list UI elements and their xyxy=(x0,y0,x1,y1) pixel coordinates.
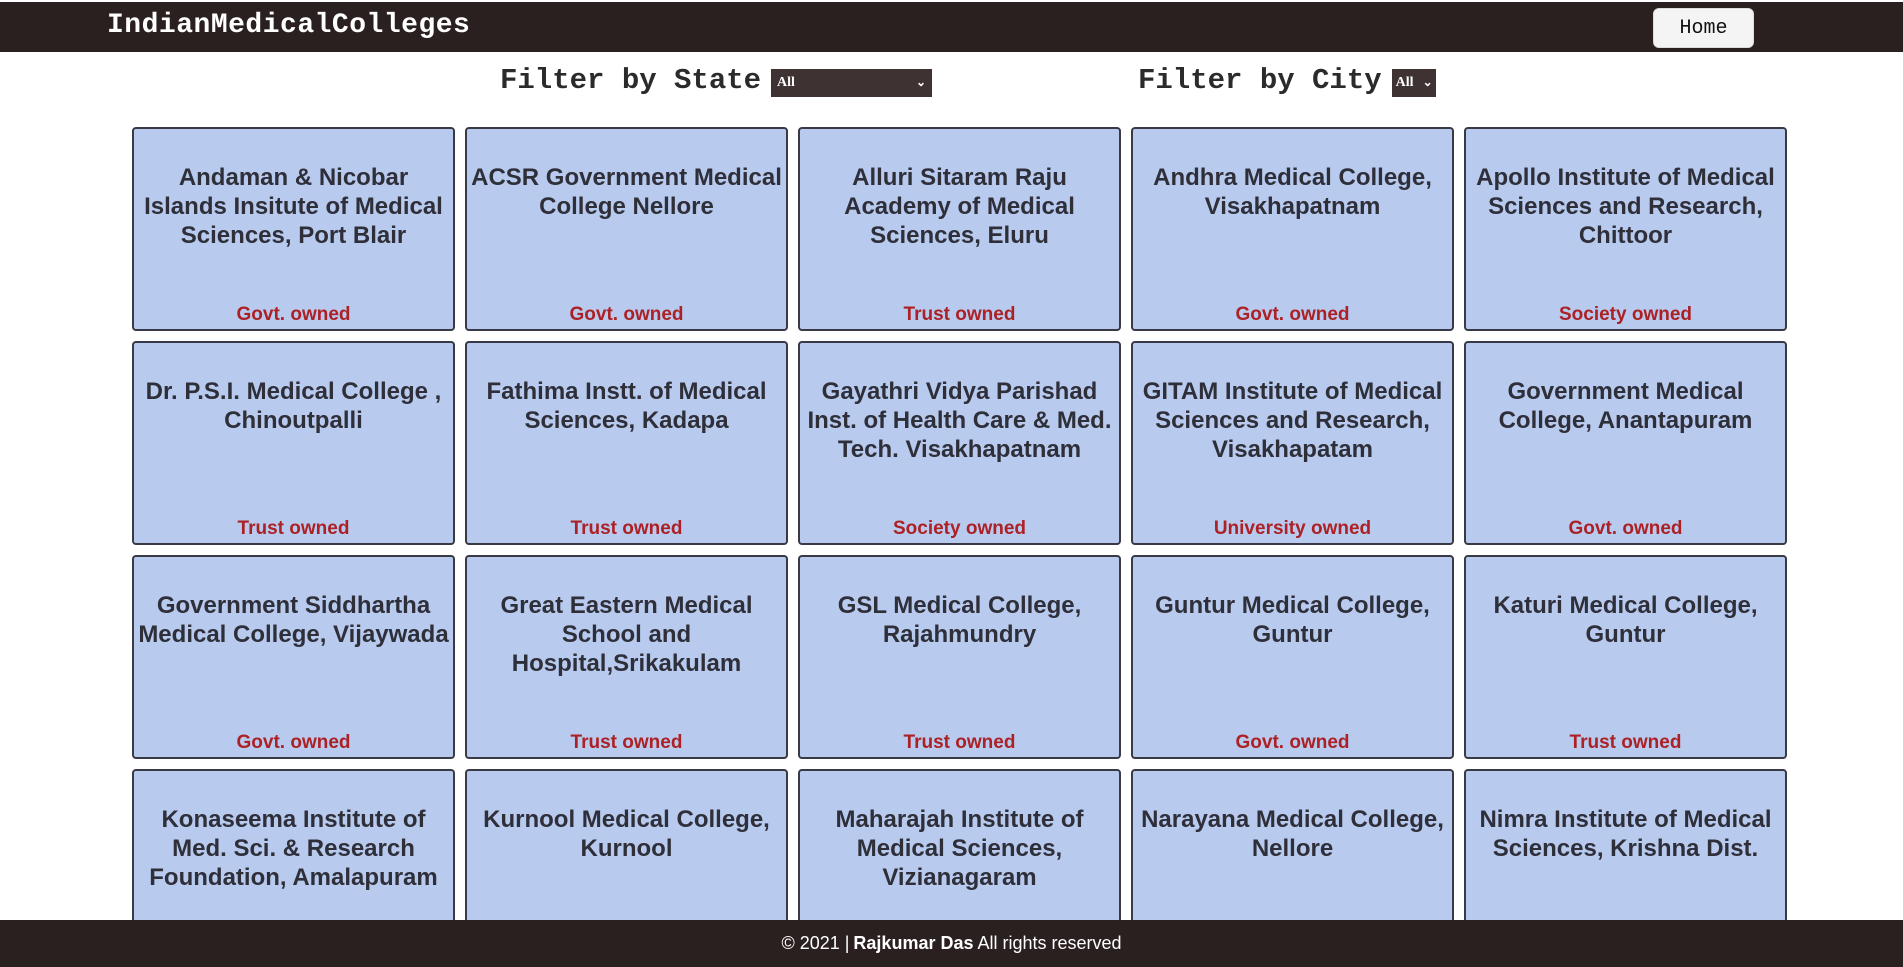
college-card[interactable]: Dr. P.S.I. Medical College , Chinoutpall… xyxy=(132,341,455,545)
footer-author: Rajkumar Das xyxy=(853,933,974,953)
footer-copyright: © 2021 | xyxy=(781,933,850,953)
college-card[interactable]: ACSR Government Medical College Nellore … xyxy=(465,127,788,331)
college-name: Fathima Instt. of Medical Sciences, Kada… xyxy=(486,378,767,434)
college-card[interactable]: Andhra Medical College, Visakhapatnam Go… xyxy=(1131,127,1454,331)
college-name: GSL Medical College, Rajahmundry xyxy=(837,592,1082,648)
ownership-label: Trust owned xyxy=(1569,732,1682,753)
college-name: Government Siddhartha Medical College, V… xyxy=(138,592,449,648)
college-card[interactable]: Gayathri Vidya Parishad Inst. of Health … xyxy=(798,341,1121,545)
chevron-down-icon: ⌄ xyxy=(1422,75,1433,89)
city-filter-label: Filter by City xyxy=(1138,64,1382,97)
college-name: Katuri Medical College, Guntur xyxy=(1493,592,1758,648)
college-card[interactable]: GITAM Institute of Medical Sciences and … xyxy=(1131,341,1454,545)
ownership-label: Govt. owned xyxy=(1568,518,1683,539)
college-card[interactable]: Katuri Medical College, Guntur Trust own… xyxy=(1464,555,1787,759)
brand-logo[interactable]: IndianMedicalColleges xyxy=(107,10,471,41)
state-filter: Filter by State All ⌄ xyxy=(500,64,933,97)
college-card[interactable]: Great Eastern Medical School and Hospita… xyxy=(465,555,788,759)
ownership-label: Govt. owned xyxy=(236,304,351,325)
college-name: Nimra Institute of Medical Sciences, Kri… xyxy=(1479,806,1772,862)
college-card[interactable]: Andaman & Nicobar Islands Insitute of Me… xyxy=(132,127,455,331)
ownership-label: Govt. owned xyxy=(236,732,351,753)
state-select-value: All xyxy=(777,74,795,90)
ownership-label: Trust owned xyxy=(903,304,1016,325)
city-filter: Filter by City All ⌄ xyxy=(1138,64,1436,97)
college-name: Maharajah Institute of Medical Sciences,… xyxy=(835,806,1084,891)
chevron-down-icon: ⌄ xyxy=(915,75,927,89)
college-name: Gayathri Vidya Parishad Inst. of Health … xyxy=(807,378,1112,463)
ownership-label: University owned xyxy=(1213,518,1372,539)
college-card[interactable]: Apollo Institute of Medical Sciences and… xyxy=(1464,127,1787,331)
college-name: Alluri Sitaram Raju Academy of Medical S… xyxy=(844,164,1075,249)
ownership-label: Govt. owned xyxy=(1235,732,1350,753)
state-filter-label: Filter by State xyxy=(500,64,762,97)
college-name: Kurnool Medical College, Kurnool xyxy=(483,806,770,862)
college-card[interactable]: Guntur Medical College, Guntur Govt. own… xyxy=(1131,555,1454,759)
college-name: Andhra Medical College, Visakhapatnam xyxy=(1153,164,1432,220)
filter-bar: Filter by State All ⌄ Filter by City All… xyxy=(0,64,1903,104)
ownership-label: Govt. owned xyxy=(569,304,684,325)
college-name: ACSR Government Medical College Nellore xyxy=(471,164,782,220)
college-name: Great Eastern Medical School and Hospita… xyxy=(500,592,753,677)
ownership-label: Trust owned xyxy=(570,518,683,539)
ownership-label: Trust owned xyxy=(237,518,350,539)
ownership-label: Society owned xyxy=(1558,304,1693,325)
college-card[interactable]: Alluri Sitaram Raju Academy of Medical S… xyxy=(798,127,1121,331)
ownership-label: Trust owned xyxy=(903,732,1016,753)
college-name: Guntur Medical College, Guntur xyxy=(1155,592,1430,648)
home-button[interactable]: Home xyxy=(1653,8,1754,48)
college-card[interactable]: Government Siddhartha Medical College, V… xyxy=(132,555,455,759)
state-select[interactable]: All ⌄ xyxy=(771,68,933,97)
college-card[interactable]: Government Medical College, Anantapuram … xyxy=(1464,341,1787,545)
college-name: Dr. P.S.I. Medical College , Chinoutpall… xyxy=(145,378,442,434)
city-select[interactable]: All ⌄ xyxy=(1391,68,1436,97)
college-name: Government Medical College, Anantapuram xyxy=(1498,378,1753,434)
college-name: Narayana Medical College, Nellore xyxy=(1141,806,1444,862)
college-name: Andaman & Nicobar Islands Insitute of Me… xyxy=(144,164,443,249)
college-name: Konaseema Institute of Med. Sci. & Resea… xyxy=(149,806,438,891)
footer: © 2021 | Rajkumar Das All rights reserve… xyxy=(0,920,1903,967)
ownership-label: Society owned xyxy=(892,518,1027,539)
college-card[interactable]: Fathima Instt. of Medical Sciences, Kada… xyxy=(465,341,788,545)
navbar: IndianMedicalColleges Home xyxy=(0,2,1903,52)
college-card[interactable]: GSL Medical College, Rajahmundry Trust o… xyxy=(798,555,1121,759)
ownership-label: Govt. owned xyxy=(1235,304,1350,325)
city-select-value: All xyxy=(1395,74,1414,90)
college-name: GITAM Institute of Medical Sciences and … xyxy=(1142,378,1443,463)
college-name: Apollo Institute of Medical Sciences and… xyxy=(1476,164,1775,249)
college-grid: Andaman & Nicobar Islands Insitute of Me… xyxy=(132,127,1787,967)
ownership-label: Trust owned xyxy=(570,732,683,753)
footer-rights: All rights reserved xyxy=(977,933,1122,953)
